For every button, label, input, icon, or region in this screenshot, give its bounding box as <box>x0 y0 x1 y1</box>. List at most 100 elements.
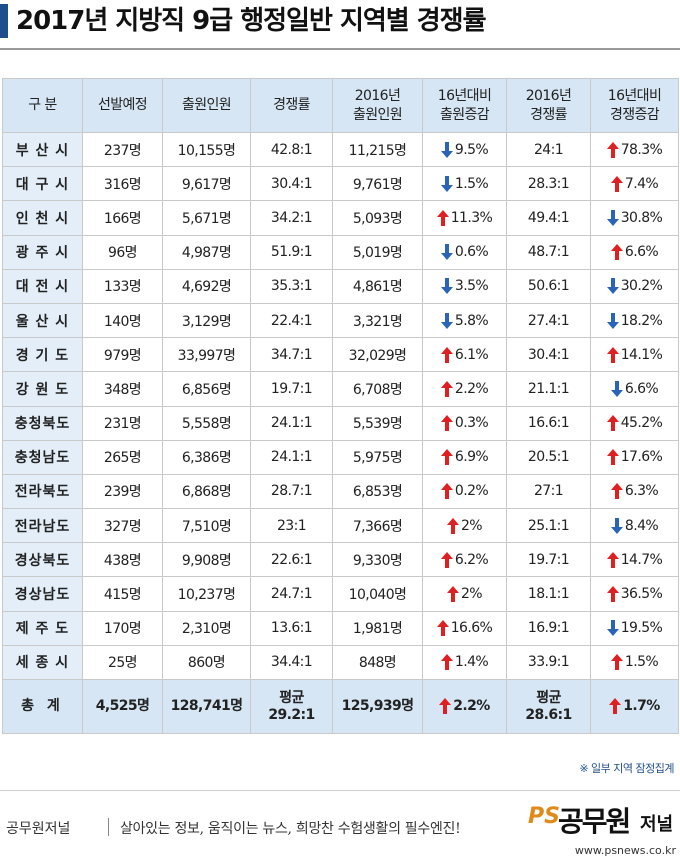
ratio-cell: 24.7:1 <box>250 576 333 612</box>
region-cell-text: 인 천 시 <box>15 210 70 227</box>
ratio-2016-cell: 30.4:1 <box>506 337 591 373</box>
ratio-2016-cell-text: 25.1:1 <box>527 517 570 534</box>
ratio-2016-cell: 18.1:1 <box>506 576 591 612</box>
applicants-cell: 4,987명 <box>162 234 251 270</box>
plan-cell-text: 237명 <box>103 142 142 159</box>
total-applicants-2016-cell-text: 125,939명 <box>341 698 414 714</box>
applicants-cell-text: 6,868명 <box>181 484 232 501</box>
header-applicants-change-line: 16년대비 <box>437 87 492 104</box>
arrow-down-icon <box>440 141 453 158</box>
ratio-change-cell-text: 18.2% <box>620 312 663 329</box>
ratio-cell-text: 28.7:1 <box>270 483 313 500</box>
applicants-2016-cell-text: 11,215명 <box>348 142 407 159</box>
region-cell-text: 경상북도 <box>14 552 71 569</box>
total-ratio-cell-label: 평균 <box>279 689 304 706</box>
plan-cell-text: 265명 <box>103 450 142 467</box>
applicants-cell-text: 10,237명 <box>177 587 236 604</box>
arrow-up-icon <box>440 654 453 671</box>
ratio-cell-text: 34.4:1 <box>270 654 313 671</box>
applicants-change-cell-text: 0.6% <box>454 244 489 261</box>
total-applicants-cell-text: 128,741명 <box>170 698 243 714</box>
ratio-change-cell-text: 7.4% <box>624 175 659 192</box>
ratio-change-cell: 6.6% <box>590 371 679 407</box>
region-cell: 충청북도 <box>2 405 83 441</box>
applicants-cell: 33,997명 <box>162 337 251 373</box>
arrow-up-icon <box>606 415 619 432</box>
page-title: 2017년 지방직 9급 행정일반 지역별 경쟁률 <box>16 6 487 36</box>
ratio-change-cell-text: 6.6% <box>624 380 659 397</box>
arrow-up-icon <box>446 586 459 603</box>
region-cell: 제 주 도 <box>2 610 83 646</box>
plan-cell: 140명 <box>82 302 163 339</box>
applicants-2016-cell-text: 9,330명 <box>352 552 403 569</box>
applicants-cell-text: 6,856명 <box>181 381 232 398</box>
plan-cell: 327명 <box>82 508 163 544</box>
applicants-change-cell: 0.2% <box>422 473 507 510</box>
table-row: 충청남도 265명 6,386명 24.1:1 5,975명 6.9% 20.5:1 17.6… <box>2 439 679 475</box>
applicants-change-cell-text: 6.2% <box>454 551 489 568</box>
arrow-down-icon <box>610 380 623 397</box>
table-row: 전라북도 239명 6,868명 28.7:1 6,853명 0.2% 27:1 6.3% <box>2 473 679 510</box>
applicants-change-cell-text: 9.5% <box>454 141 489 158</box>
ratio-change-cell: 30.8% <box>590 200 679 236</box>
region-cell-text: 강 원 도 <box>15 381 70 398</box>
header-ratio-change-line: 경쟁증감 <box>609 106 660 123</box>
applicants-2016-cell-text: 7,366명 <box>352 518 403 535</box>
ratio-change-cell-text: 17.6% <box>620 449 663 466</box>
plan-cell-text: 415명 <box>103 587 142 604</box>
ratio-2016-cell-text: 19.7:1 <box>527 551 570 568</box>
plan-cell: 170명 <box>82 610 163 646</box>
header-ratio-2016-line: 2016년 <box>525 87 572 104</box>
applicants-cell: 860명 <box>162 644 251 681</box>
region-cell: 광 주 시 <box>2 234 83 270</box>
footer-brand: 공무원저널 <box>6 821 71 837</box>
header-ratio-change: 16년대비 경쟁증감 <box>590 78 679 133</box>
table-row: 부 산 시 237명 10,155명 42.8:1 11,215명 9.5% 24:1 78.… <box>2 131 679 168</box>
ratio-cell: 13.6:1 <box>250 610 333 646</box>
plan-cell: 239명 <box>82 473 163 510</box>
region-cell-text: 전라남도 <box>14 518 71 535</box>
applicants-2016-cell-text: 848명 <box>358 655 397 672</box>
applicants-cell: 4,692명 <box>162 268 251 304</box>
applicants-cell: 9,908명 <box>162 542 251 578</box>
ratio-2016-cell: 19.7:1 <box>506 542 591 578</box>
table-body: 부 산 시 237명 10,155명 42.8:1 11,215명 9.5% 24:1 78.… <box>2 131 679 734</box>
arrow-down-icon <box>440 244 453 261</box>
arrow-up-icon <box>606 586 619 603</box>
table-row: 대 구 시 316명 9,617명 30.4:1 9,761명 1.5% 28.3:1 7.4… <box>2 166 679 202</box>
arrow-up-icon <box>610 654 623 671</box>
arrow-up-icon <box>440 483 453 500</box>
ratio-cell-text: 22.6:1 <box>270 551 313 568</box>
header-row: 구 분 선발예정 출원인원 경쟁률 2016년 출원인원 16년대비 출원증감 2016년 경쟁률… <box>2 78 679 133</box>
applicants-2016-cell: 10,040명 <box>332 576 423 612</box>
total-ratio-cell: 평균 29.2:1 <box>250 679 333 734</box>
applicants-2016-cell: 5,975명 <box>332 439 423 475</box>
applicants-cell: 6,868명 <box>162 473 251 510</box>
header-plan: 선발예정 <box>82 78 163 133</box>
applicants-cell-text: 33,997명 <box>177 347 236 364</box>
region-cell-text: 세 종 시 <box>15 655 70 672</box>
applicants-2016-cell-text: 10,040명 <box>348 587 407 604</box>
applicants-cell: 5,671명 <box>162 200 251 236</box>
ratio-cell-text: 34.7:1 <box>270 346 313 363</box>
applicants-change-cell: 9.5% <box>422 131 507 168</box>
header-plan-line: 선발예정 <box>97 97 148 113</box>
psnews-logo: PS 공무원 저널 <box>528 796 676 842</box>
logo-sub-text: 저널 <box>640 814 674 835</box>
applicants-change-cell-text: 0.3% <box>454 415 489 432</box>
ratio-cell: 34.2:1 <box>250 200 333 236</box>
applicants-change-cell-text: 2% <box>460 586 483 603</box>
applicants-change-cell: 2% <box>422 508 507 544</box>
applicants-2016-cell-text: 5,539명 <box>352 416 403 433</box>
applicants-change-cell-text: 2% <box>460 517 483 534</box>
footer-slogan: 살아있는 정보, 움직이는 뉴스, 희망찬 수험생활의 필수엔진! <box>120 821 461 837</box>
ratio-change-cell: 6.6% <box>590 234 679 270</box>
header-ratio: 경쟁률 <box>250 78 333 133</box>
region-cell-text: 충청남도 <box>14 450 71 467</box>
total-row: 총 계 4,525명 128,741명 평균 29.2:1 125,939명 2.2% 평균 2… <box>2 679 679 734</box>
header-applicants-2016-line: 2016년 <box>354 87 401 104</box>
arrow-down-icon <box>440 312 453 329</box>
plan-cell: 438명 <box>82 542 163 578</box>
total-applicants-change-cell: 2.2% <box>422 679 507 734</box>
applicants-change-cell: 1.4% <box>422 644 507 681</box>
